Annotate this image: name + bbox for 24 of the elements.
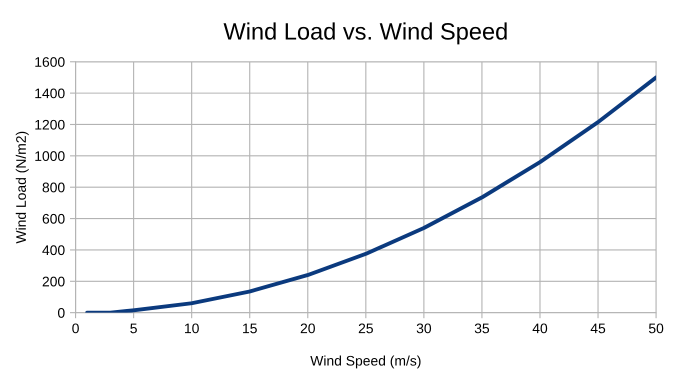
chart-title: Wind Load vs. Wind Speed <box>224 22 507 44</box>
x-tick-label: 15 <box>243 324 257 334</box>
x-tick-label: 10 <box>185 323 199 334</box>
y-tick-label: 1200 <box>35 120 65 130</box>
line-series <box>85 75 656 313</box>
x-tick-label: 35 <box>474 323 490 334</box>
y-tick-label: 200 <box>42 276 65 286</box>
x-axis-title: Wind Speed (m/s) <box>310 355 421 368</box>
y-tick-label: 800 <box>42 182 65 192</box>
x-tick-label: 20 <box>300 323 315 334</box>
x-tick-label: 40 <box>532 323 548 334</box>
y-tick-label: 600 <box>42 214 65 224</box>
y-tick-label: 400 <box>42 245 65 256</box>
x-tick-label: 30 <box>416 323 432 334</box>
x-tick-label: 0 <box>72 323 79 334</box>
y-tick-label: 1600 <box>35 57 65 67</box>
y-axis-title: Wind Load (N/m2) <box>16 132 29 244</box>
y-tick-label: 1000 <box>35 151 65 162</box>
x-tick-label: 50 <box>648 323 664 334</box>
x-tick-label: 45 <box>590 324 606 334</box>
y-tick-label: 1400 <box>35 88 65 98</box>
x-tick-label: 5 <box>130 324 137 334</box>
x-tick-label: 25 <box>358 323 373 334</box>
y-tick-label: 0 <box>58 308 65 318</box>
